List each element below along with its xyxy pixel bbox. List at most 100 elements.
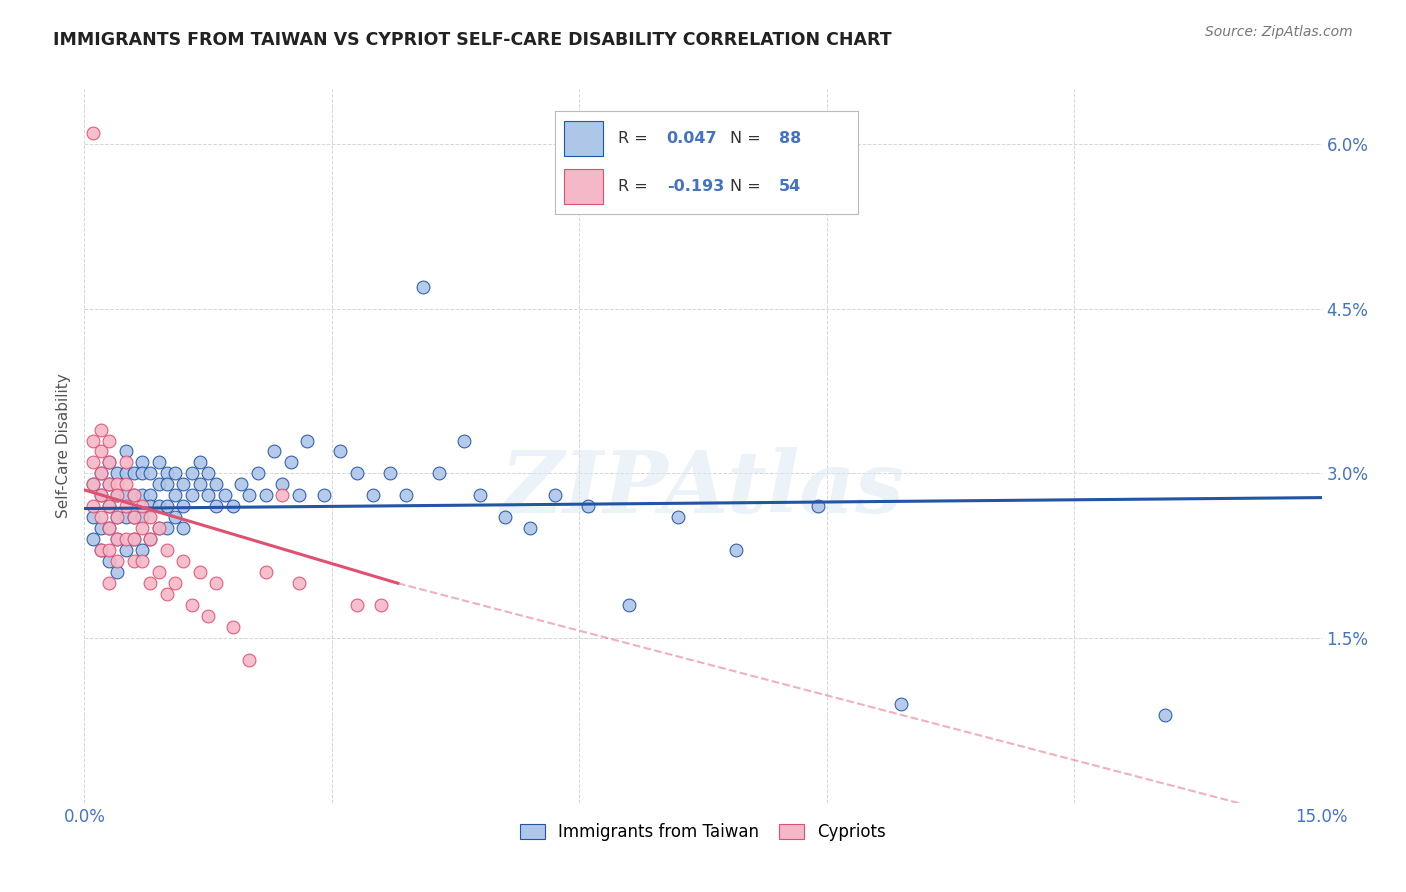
Point bbox=[98, 434, 121, 448]
Point bbox=[139, 510, 162, 524]
Point bbox=[114, 543, 136, 558]
Point bbox=[139, 467, 162, 481]
Point bbox=[172, 500, 194, 514]
Point bbox=[139, 488, 162, 502]
Point bbox=[148, 521, 170, 535]
Point bbox=[139, 533, 162, 547]
Point bbox=[156, 477, 179, 491]
Point bbox=[122, 488, 145, 502]
Point bbox=[1154, 708, 1177, 723]
Point bbox=[807, 500, 830, 514]
Point bbox=[395, 488, 418, 502]
Point bbox=[90, 543, 112, 558]
Point bbox=[295, 434, 318, 448]
Point bbox=[82, 477, 104, 491]
Point bbox=[98, 543, 121, 558]
Point bbox=[105, 554, 128, 568]
Point bbox=[114, 500, 136, 514]
Point bbox=[114, 477, 136, 491]
Point bbox=[890, 697, 912, 711]
Point bbox=[214, 488, 236, 502]
Point bbox=[724, 543, 747, 558]
Point bbox=[222, 620, 245, 634]
Point bbox=[90, 488, 112, 502]
Point bbox=[246, 467, 269, 481]
Point bbox=[90, 543, 112, 558]
Point bbox=[90, 488, 112, 502]
Point bbox=[172, 554, 194, 568]
Point bbox=[98, 521, 121, 535]
Point bbox=[188, 566, 211, 580]
Text: IMMIGRANTS FROM TAIWAN VS CYPRIOT SELF-CARE DISABILITY CORRELATION CHART: IMMIGRANTS FROM TAIWAN VS CYPRIOT SELF-C… bbox=[53, 31, 891, 49]
Point bbox=[90, 521, 112, 535]
Point bbox=[238, 488, 260, 502]
Point bbox=[427, 467, 450, 481]
Point bbox=[494, 510, 516, 524]
Point bbox=[90, 467, 112, 481]
Point bbox=[156, 521, 179, 535]
Point bbox=[165, 576, 187, 591]
Point bbox=[280, 455, 302, 469]
Point bbox=[254, 566, 277, 580]
Point bbox=[122, 533, 145, 547]
Point bbox=[329, 444, 352, 458]
Point bbox=[378, 467, 401, 481]
Point bbox=[312, 488, 335, 502]
Point bbox=[271, 477, 294, 491]
Point bbox=[148, 521, 170, 535]
Point bbox=[82, 510, 104, 524]
Point bbox=[165, 467, 187, 481]
Point bbox=[131, 488, 153, 502]
Point bbox=[131, 543, 153, 558]
Point bbox=[98, 554, 121, 568]
Point bbox=[114, 510, 136, 524]
Point bbox=[131, 500, 153, 514]
Point bbox=[82, 434, 104, 448]
Point bbox=[114, 444, 136, 458]
Point bbox=[156, 543, 179, 558]
Point bbox=[122, 488, 145, 502]
Point bbox=[617, 598, 640, 612]
Point bbox=[139, 533, 162, 547]
Point bbox=[288, 488, 311, 502]
Point bbox=[271, 488, 294, 502]
Point bbox=[105, 510, 128, 524]
Point bbox=[205, 500, 228, 514]
Point bbox=[90, 510, 112, 524]
Point bbox=[131, 455, 153, 469]
Point bbox=[131, 521, 153, 535]
Point bbox=[346, 467, 368, 481]
Point bbox=[105, 488, 128, 502]
Point bbox=[148, 500, 170, 514]
Point bbox=[172, 477, 194, 491]
Point bbox=[156, 587, 179, 601]
Point bbox=[148, 455, 170, 469]
Point bbox=[122, 467, 145, 481]
Point bbox=[576, 500, 599, 514]
Point bbox=[105, 510, 128, 524]
Point bbox=[229, 477, 252, 491]
Point bbox=[165, 510, 187, 524]
Legend: Immigrants from Taiwan, Cypriots: Immigrants from Taiwan, Cypriots bbox=[513, 817, 893, 848]
Point bbox=[98, 477, 121, 491]
Point bbox=[361, 488, 384, 502]
Point bbox=[122, 554, 145, 568]
Point bbox=[180, 488, 202, 502]
Point bbox=[197, 467, 219, 481]
Point bbox=[98, 455, 121, 469]
Point bbox=[453, 434, 475, 448]
Point bbox=[519, 521, 541, 535]
Point bbox=[114, 467, 136, 481]
Point bbox=[180, 467, 202, 481]
Point bbox=[122, 533, 145, 547]
Point bbox=[254, 488, 277, 502]
Point bbox=[82, 477, 104, 491]
Point bbox=[82, 533, 104, 547]
Point bbox=[197, 609, 219, 624]
Point bbox=[114, 455, 136, 469]
Point bbox=[82, 126, 104, 140]
Point bbox=[131, 510, 153, 524]
Point bbox=[98, 576, 121, 591]
Point bbox=[543, 488, 565, 502]
Point bbox=[148, 566, 170, 580]
